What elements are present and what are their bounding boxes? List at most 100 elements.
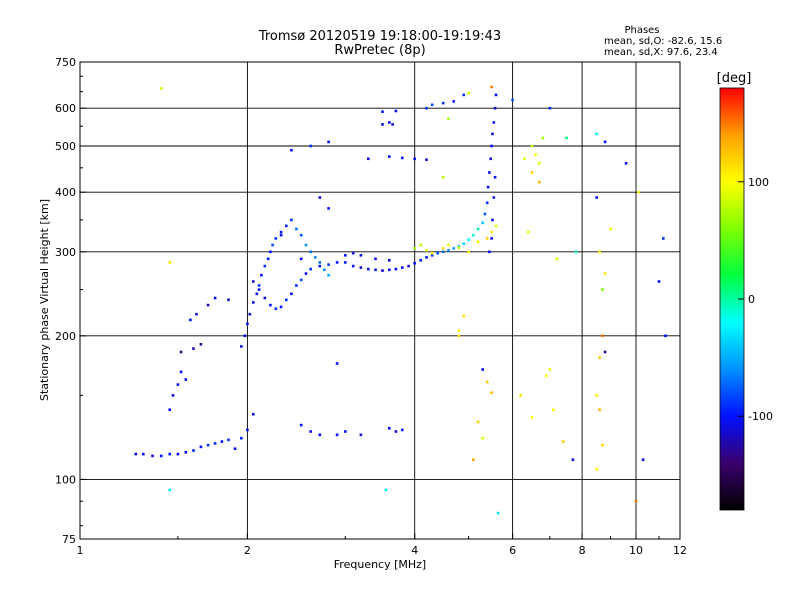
data-point xyxy=(246,322,249,325)
data-point xyxy=(394,430,398,433)
data-point xyxy=(476,227,480,231)
data-point xyxy=(269,303,272,307)
data-point xyxy=(462,242,465,245)
data-point xyxy=(290,218,293,222)
data-point xyxy=(318,433,322,437)
data-point xyxy=(490,391,493,394)
data-point xyxy=(562,440,565,443)
data-point xyxy=(394,267,398,271)
data-point xyxy=(381,110,384,113)
data-point xyxy=(252,280,255,283)
data-point xyxy=(351,264,355,268)
data-point xyxy=(492,196,496,199)
data-point xyxy=(327,273,330,277)
data-point xyxy=(318,196,322,199)
y-tick-label: 75 xyxy=(62,533,76,546)
data-point xyxy=(394,109,398,113)
data-point xyxy=(462,93,465,97)
data-point xyxy=(285,224,288,228)
data-point xyxy=(548,106,552,110)
data-point xyxy=(257,288,261,291)
data-point xyxy=(476,240,480,243)
data-point xyxy=(384,488,388,492)
data-point xyxy=(213,442,217,445)
data-point xyxy=(243,334,247,338)
data-point xyxy=(472,458,475,461)
x-tick-label: 12 xyxy=(673,544,687,557)
data-point xyxy=(548,368,552,371)
data-point xyxy=(401,428,404,432)
data-point xyxy=(213,296,217,300)
data-point xyxy=(609,227,612,231)
data-point xyxy=(430,254,434,257)
data-point xyxy=(206,303,210,307)
data-point xyxy=(252,301,255,304)
data-point xyxy=(381,269,384,272)
data-point xyxy=(309,144,312,148)
data-point xyxy=(388,268,391,272)
data-point xyxy=(664,334,667,338)
data-point xyxy=(344,261,347,264)
data-point xyxy=(419,259,422,262)
data-point xyxy=(467,238,470,241)
data-point xyxy=(323,268,326,272)
data-point xyxy=(523,157,526,161)
data-point xyxy=(335,362,339,365)
data-point xyxy=(413,247,416,250)
data-point xyxy=(374,257,377,261)
data-point xyxy=(304,272,308,275)
y-tick-label: 750 xyxy=(55,56,76,69)
phase-stats-o: mean, sd,O: -82.6, 15.6 xyxy=(604,36,722,47)
data-point xyxy=(601,443,604,447)
chart-title: Tromsø 20120519 19:18:00-19:19:43 xyxy=(258,29,501,44)
data-point xyxy=(530,415,534,419)
data-point xyxy=(483,212,487,216)
data-point xyxy=(351,251,355,255)
data-point xyxy=(519,394,522,397)
y-tick-label: 100 xyxy=(55,473,76,486)
data-point xyxy=(598,250,601,254)
data-point xyxy=(472,233,475,237)
data-point xyxy=(452,100,455,103)
data-point xyxy=(263,264,267,268)
data-point xyxy=(452,247,455,250)
data-point xyxy=(327,263,330,266)
data-point xyxy=(309,267,312,271)
data-point xyxy=(299,233,303,237)
data-point xyxy=(530,144,534,148)
data-point xyxy=(233,447,237,450)
data-point xyxy=(344,430,347,433)
data-point xyxy=(467,91,470,95)
data-point xyxy=(637,190,640,194)
data-point xyxy=(171,394,175,397)
data-point xyxy=(168,488,171,492)
data-point xyxy=(419,243,422,247)
data-point xyxy=(641,458,645,461)
data-point xyxy=(485,237,489,240)
data-point xyxy=(407,264,410,268)
data-point xyxy=(257,284,261,287)
data-point xyxy=(401,266,404,269)
data-point xyxy=(457,334,461,338)
data-point xyxy=(488,250,491,254)
data-point xyxy=(401,156,404,160)
data-point xyxy=(634,499,638,503)
data-point xyxy=(240,345,243,348)
data-point xyxy=(538,180,541,184)
data-point xyxy=(279,230,283,234)
data-point xyxy=(168,408,171,411)
y-tick-label: 300 xyxy=(55,246,76,259)
data-point xyxy=(657,280,661,283)
y-axis-ticks: 75 100 200 300 400 500 600 750 xyxy=(55,56,86,546)
x-tick-label: 8 xyxy=(579,544,586,557)
data-point xyxy=(425,106,428,110)
data-point xyxy=(552,408,555,411)
data-point xyxy=(491,218,494,222)
data-point xyxy=(441,175,445,179)
data-point xyxy=(496,511,500,515)
data-point xyxy=(367,267,370,271)
data-point xyxy=(327,140,330,144)
data-point xyxy=(335,433,339,437)
plot-frame xyxy=(79,61,681,540)
